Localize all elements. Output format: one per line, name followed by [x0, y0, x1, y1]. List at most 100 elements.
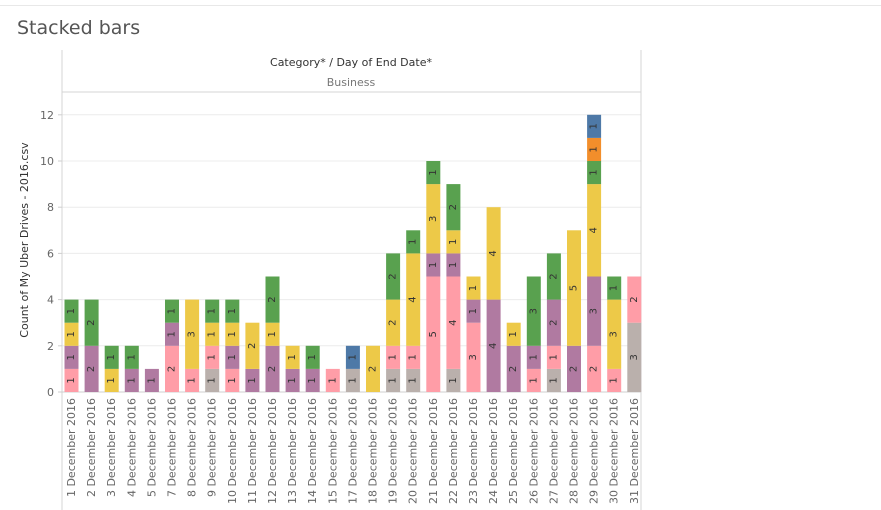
bar-value-label: 1: [468, 308, 479, 314]
bar-value-label: 1: [609, 285, 620, 291]
bar-segment: [205, 299, 220, 323]
bar-segment: [567, 345, 581, 392]
bar-stack: 1: [325, 368, 340, 392]
bar-stack: 5 1 3 1: [426, 161, 441, 392]
bar-segment: [124, 368, 139, 392]
bar-value-label: 3: [187, 331, 198, 337]
bar-value-label: 1: [528, 377, 539, 383]
bar-value-label: 5: [428, 331, 439, 337]
bar-segment: [225, 322, 240, 346]
x-tick-label: 19 December 2016: [387, 398, 400, 504]
bar-value-label: 1: [428, 169, 439, 175]
bar-segment: [526, 276, 541, 346]
bar-segment: [225, 368, 240, 392]
bar-value-label: 1: [207, 308, 218, 314]
bar-value-label: 1: [207, 377, 218, 383]
bar-stack: 32: [627, 276, 642, 392]
bar-stack: 1 1 1 1: [205, 299, 220, 392]
bar-value-label: 1: [187, 377, 198, 383]
bar-segment: [104, 368, 119, 392]
bar-segment: [406, 253, 421, 346]
bar-stack: 1: [144, 368, 159, 392]
bar-value-label: 1: [287, 354, 298, 360]
bar-value-label: 4: [448, 320, 459, 326]
x-tick-label: 27 December 2016: [547, 398, 560, 504]
x-tick-label: 11 December 2016: [246, 398, 259, 504]
bar-stack: 1 1 4 1: [406, 230, 421, 392]
bar-segment: [486, 207, 501, 300]
bar-value-label: 1: [227, 331, 238, 337]
bar-value-label: 4: [589, 227, 600, 233]
bar-stack: 1 1 2 2: [386, 253, 401, 392]
chart-header: Category* / Day of End Date*: [270, 56, 432, 69]
bar-stack: 25: [567, 230, 581, 392]
bar-segment: [124, 345, 139, 369]
bar-segment: [185, 299, 200, 369]
bar-stack: 3 1 1: [466, 276, 481, 392]
bar-value-label: 1: [347, 354, 358, 360]
bar-value-label: 1: [106, 377, 117, 383]
bar-stack: 2 1 2: [265, 276, 280, 392]
bar-segment: [607, 276, 622, 300]
bar-segment: [546, 345, 561, 369]
bar-segment: [506, 345, 521, 392]
bar-value-label: 1: [468, 285, 479, 291]
bar-value-label: 2: [368, 366, 379, 372]
bar-value-label: 2: [267, 366, 278, 372]
bar-segment: [205, 368, 220, 392]
bar-stack: 11: [345, 345, 360, 392]
bar-segment: [325, 368, 340, 392]
bar-segment: [446, 253, 461, 277]
y-axis-ticks: 0 2 4 6 8 10 12: [40, 109, 62, 399]
bar-value-label: 4: [408, 296, 419, 302]
bar-segment: [627, 322, 642, 392]
bar-segment: [526, 345, 541, 369]
bar-value-label: 1: [126, 354, 137, 360]
bar-value-label: 2: [569, 366, 580, 372]
bar-segment: [386, 345, 401, 369]
bar-value-label: 1: [327, 377, 338, 383]
bar-stack: 11: [285, 345, 300, 392]
bar-value-label: 2: [247, 343, 258, 349]
bar-segment: [567, 230, 581, 346]
x-tick-label: 15 December 2016: [326, 398, 339, 504]
bar-value-label: 1: [227, 354, 238, 360]
bar-stack: 12: [245, 322, 260, 392]
bar-segment: [587, 114, 602, 138]
bar-value-label: 1: [388, 354, 399, 360]
bar-stack: 2 1 1: [165, 299, 179, 392]
bar-value-label: 2: [548, 320, 559, 326]
x-tick-label: 30 December 2016: [608, 398, 621, 504]
bar-stack: 1 1 2 2: [546, 253, 561, 392]
bar-segment: [546, 368, 561, 392]
bar-segment: [406, 230, 421, 254]
bar-segment: [446, 276, 461, 369]
bar-value-label: 2: [589, 366, 600, 372]
bar-segment: [165, 322, 179, 346]
bar-segment: [446, 184, 461, 231]
bar-value-label: 1: [408, 239, 419, 245]
x-tick-label: 24 December 2016: [487, 398, 500, 504]
bar-value-label: 4: [488, 250, 499, 256]
bar-segment: [305, 368, 320, 392]
bar-stack: 1 1 1 1: [64, 299, 79, 392]
bar-segment: [265, 345, 280, 392]
bar-segment: [587, 276, 602, 346]
bar-value-label: 1: [66, 354, 77, 360]
x-tick-label: 18 December 2016: [367, 398, 380, 504]
bar-value-label: 1: [126, 377, 137, 383]
bar-value-label: 2: [167, 366, 178, 372]
bar-value-label: 1: [347, 377, 358, 383]
x-tick-label: 7 December 2016: [166, 398, 179, 497]
bar-stack: 44: [486, 207, 501, 392]
bar-segment: [587, 161, 602, 185]
bar-value-label: 1: [408, 354, 419, 360]
bar-value-label: 1: [408, 377, 419, 383]
bar-stack: 11: [124, 345, 139, 392]
bar-segment: [466, 276, 481, 300]
bar-segment: [406, 368, 421, 392]
bar-value-label: 4: [488, 343, 499, 349]
bar-segment: [607, 299, 622, 369]
